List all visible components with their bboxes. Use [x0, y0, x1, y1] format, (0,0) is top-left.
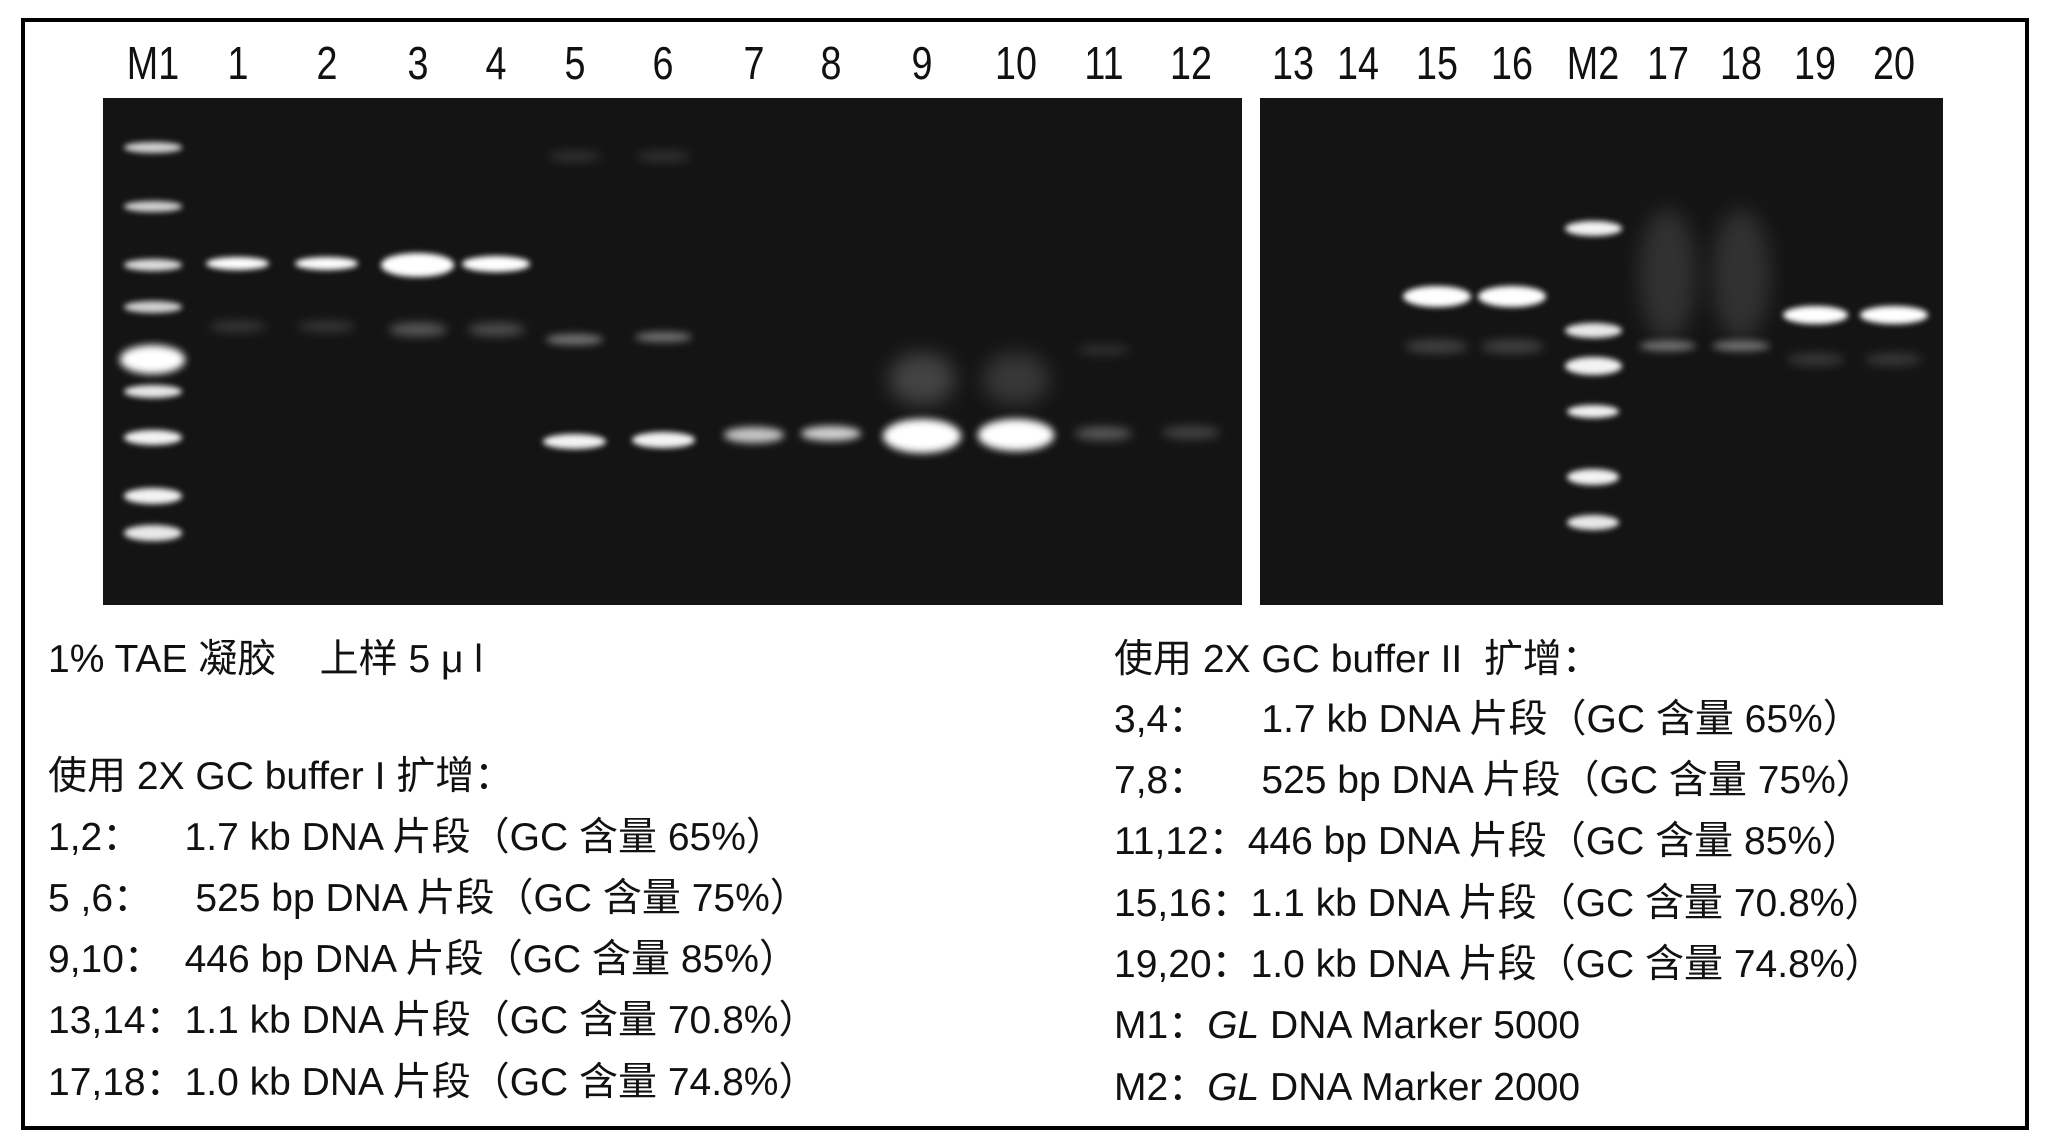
gel-band [297, 321, 356, 332]
gel-band [1567, 514, 1620, 531]
lane-label: M2 [1567, 37, 1620, 89]
lane-label: M1 [126, 37, 179, 89]
marker-m1-line: M1：GL DNA Marker 5000 [1114, 1006, 1580, 1045]
left-line: 1,2： 1.7 kb DNA 片段（GC 含量 65%） [48, 816, 785, 859]
gel-band [124, 301, 182, 313]
lane-label: 12 [1170, 37, 1213, 89]
gel-band [1077, 344, 1130, 356]
lane-label: 17 [1646, 37, 1689, 89]
lane-label: 20 [1872, 37, 1915, 89]
gel-band [124, 488, 182, 505]
lane-label: 11 [1083, 37, 1124, 89]
lane-label: 3 [407, 37, 429, 89]
marker-brand: GL [1207, 1066, 1260, 1109]
right-line: 11,12：446 bp DNA 片段（GC 含量 85%） [1114, 820, 1862, 863]
lane-label: 6 [652, 37, 674, 89]
lane-label: 14 [1337, 37, 1380, 89]
gel-band [634, 331, 693, 343]
left-line: 13,14：1.1 kb DNA 片段（GC 含量 70.8%） [48, 999, 818, 1042]
gel-band [295, 257, 358, 271]
gel-band [1859, 305, 1928, 324]
lane-label: 16 [1491, 37, 1534, 89]
gel-band [1864, 352, 1923, 366]
marker-prefix: M2： [1114, 1066, 1208, 1109]
right-heading: 使用 2X GC buffer II 扩增： [1114, 638, 1601, 681]
lane-label: 19 [1794, 37, 1837, 89]
lane-label: 15 [1415, 37, 1458, 89]
gel-band [1639, 340, 1697, 352]
gel-band [1786, 352, 1845, 366]
lane-label: 13 [1271, 37, 1314, 89]
gel-band [389, 322, 447, 336]
gel-image-left [103, 98, 1242, 605]
gel-info: 1% TAE 凝胶 上样 5 μ l [48, 638, 483, 681]
gel-band [983, 352, 1049, 405]
gel-image-right [1260, 98, 1943, 605]
left-heading: 使用 2X GC buffer I 扩增： [48, 755, 514, 798]
gel-band [548, 151, 601, 162]
gel-band [462, 255, 531, 272]
gel-band [1564, 322, 1623, 339]
lane-label: 10 [995, 37, 1038, 89]
marker-prefix: M1： [1114, 1004, 1208, 1047]
gel-band [882, 419, 962, 454]
left-line: 5 ,6： 525 bp DNA 片段（GC 含量 75%） [48, 877, 809, 920]
lane-label: 4 [485, 37, 507, 89]
gel-band [1712, 340, 1770, 352]
left-line: 9,10： 446 bp DNA 片段（GC 含量 85%） [48, 938, 798, 981]
gel-band [467, 322, 525, 336]
gel-band [978, 419, 1054, 451]
right-line: 7,8： 525 bp DNA 片段（GC 含量 75%） [1114, 759, 1875, 802]
gel-band [1639, 208, 1697, 340]
gel-band [124, 385, 182, 399]
gel-band [1402, 286, 1471, 307]
gel-band [1782, 305, 1848, 324]
gel-band [1564, 220, 1623, 237]
gel-band [800, 425, 861, 442]
lane-label: 2 [316, 37, 337, 89]
gel-band [637, 151, 690, 162]
gel-band [124, 142, 182, 153]
marker-brand: GL [1207, 1004, 1260, 1047]
gel-band [723, 427, 784, 443]
gel-band [1478, 286, 1547, 307]
gel-band [1162, 425, 1220, 439]
lane-label: 8 [820, 37, 842, 89]
gel-band [381, 253, 455, 277]
marker-name: DNA Marker 5000 [1259, 1004, 1581, 1047]
gel-band [1567, 404, 1620, 418]
marker-name: DNA Marker 2000 [1259, 1066, 1581, 1109]
gel-band [545, 334, 604, 345]
right-line: 19,20：1.0 kb DNA 片段（GC 含量 74.8%） [1114, 943, 1884, 986]
gel-band [124, 525, 182, 541]
gel-band [889, 352, 955, 405]
left-line: 17,18：1.0 kb DNA 片段（GC 含量 74.8%） [48, 1061, 818, 1104]
gel-band [124, 259, 182, 271]
lane-label: 5 [564, 37, 586, 89]
right-line: 15,16：1.1 kb DNA 片段（GC 含量 70.8%） [1114, 882, 1884, 925]
gel-band [208, 321, 267, 332]
gel-band [1564, 356, 1623, 375]
gel-band [1712, 208, 1770, 340]
right-line: 3,4： 1.7 kb DNA 片段（GC 含量 65%） [1114, 698, 1862, 741]
lane-label: 1 [227, 37, 249, 89]
gel-band [1567, 468, 1620, 485]
marker-m2-line: M2：GL DNA Marker 2000 [1114, 1068, 1580, 1107]
figure-frame [21, 18, 2029, 1130]
gel-band [120, 344, 186, 374]
gel-band [206, 257, 270, 271]
lane-label: 9 [911, 37, 933, 89]
gel-band [1481, 339, 1544, 353]
gel-band [124, 201, 182, 212]
gel-band [1405, 339, 1468, 353]
lane-label: 7 [743, 37, 765, 89]
gel-band [543, 433, 606, 450]
gel-band [124, 429, 182, 446]
lane-label: 18 [1719, 37, 1762, 89]
gel-band [632, 432, 695, 448]
gel-band [1074, 427, 1133, 441]
